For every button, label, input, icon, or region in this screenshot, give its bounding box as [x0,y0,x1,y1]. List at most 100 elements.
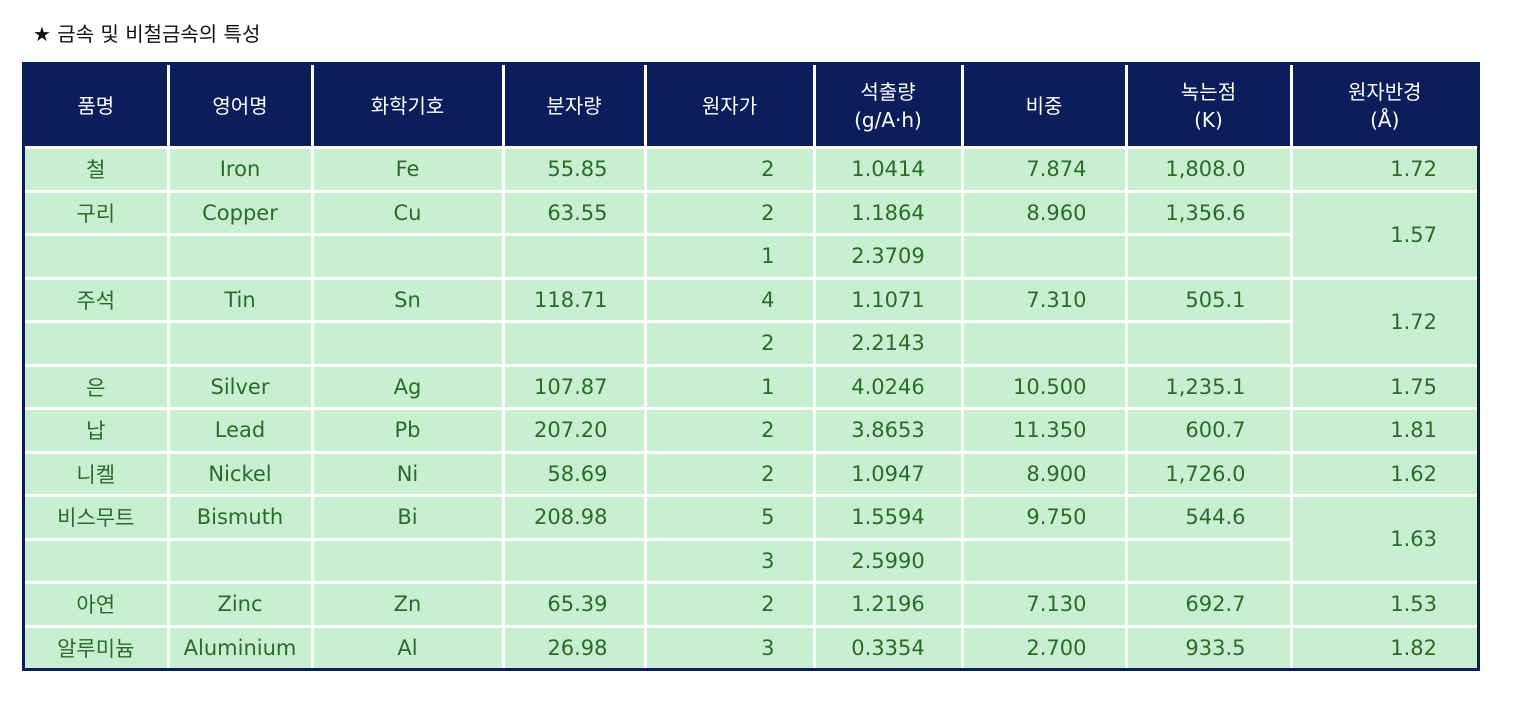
melting-point-cell: 692.7 [1124,581,1293,628]
english-name-cell: Nickel [166,450,314,497]
header-cell: 영어명 [166,65,314,149]
valence-cell: 2 [643,581,816,628]
empty-cell [501,537,647,584]
deposition-cell: 2.3709 [812,233,964,280]
deposition-cell: 2.5990 [812,537,964,584]
melting-point-cell: 544.6 [1124,494,1293,541]
valence-cell: 4 [643,276,816,323]
empty-cell [310,233,505,280]
radius-cell: 1.53 [1289,581,1477,628]
empty-cell [25,233,170,280]
deposition-cell: 1.1071 [812,276,964,323]
molecular-weight-cell: 65.39 [501,581,647,628]
table-row: 비스무트 Bismuth Bi 208.98 5 1.5594 9.750 544.6 1.63 [25,494,1477,584]
symbol-cell: Ag [310,363,505,410]
molecular-weight-cell: 207.20 [501,407,647,454]
deposition-cell: 1.0414 [812,146,964,193]
empty-cell [501,320,647,367]
header-cell: 화학기호 [310,65,505,149]
empty-cell [166,320,314,367]
table-row: 구리 Copper Cu 63.55 2 1.1864 8.960 1,356.6 1.57 [25,189,1477,280]
header-cell: 비중 [960,65,1128,149]
header-row: 품명 영어명 화학기호 분자량 원자가 석출량 (g/A·h) 비중 녹는점 (K) 원자반경 … [25,65,1477,149]
melting-point-cell: 1,356.6 [1124,189,1293,236]
valence-cell: 2 [643,146,816,193]
empty-cell [1124,320,1293,367]
molecular-weight-cell: 107.87 [501,363,647,410]
deposition-cell: 1.0947 [812,450,964,497]
empty-cell [960,320,1128,367]
name-cell: 주석 [25,276,170,323]
english-name-cell: Lead [166,407,314,454]
table-row: 알루미늄 Aluminium Al 26.98 3 0.3354 2.700 933.5 1.8… [25,624,1477,668]
radius-cell: 1.63 [1289,494,1477,584]
radius-cell: 1.81 [1289,407,1477,454]
header-cell: 원자반경 (Å) [1289,65,1477,149]
empty-cell [166,233,314,280]
deposition-cell: 2.2143 [812,320,964,367]
symbol-cell: Zn [310,581,505,628]
valence-cell: 2 [643,407,816,454]
name-cell: 납 [25,407,170,454]
table-row: 주석 Tin Sn 118.71 4 1.1071 7.310 505.1 1.72 [25,276,1477,367]
table-row: 아연 Zinc Zn 65.39 2 1.2196 7.130 692.7 1.53 [25,581,1477,628]
radius-cell: 1.82 [1289,624,1477,668]
molecular-weight-cell: 208.98 [501,494,647,541]
deposition-cell: 1.5594 [812,494,964,541]
english-name-cell: Silver [166,363,314,410]
name-cell: 아연 [25,581,170,628]
symbol-cell: Ni [310,450,505,497]
radius-cell: 1.62 [1289,450,1477,497]
density-cell: 11.350 [960,407,1128,454]
molecular-weight-cell: 26.98 [501,624,647,668]
density-cell: 8.960 [960,189,1128,236]
symbol-cell: Fe [310,146,505,193]
valence-cell: 3 [643,624,816,668]
symbol-cell: Al [310,624,505,668]
header-cell: 분자량 [501,65,647,149]
name-cell: 비스무트 [25,494,170,541]
radius-cell: 1.57 [1289,189,1477,280]
valence-cell: 2 [643,189,816,236]
table-row: 납 Lead Pb 207.20 2 3.8653 11.350 600.7 1.81 [25,407,1477,454]
deposition-cell: 4.0246 [812,363,964,410]
valence-cell: 1 [643,363,816,410]
name-cell: 은 [25,363,170,410]
empty-cell [1124,537,1293,584]
symbol-cell: Pb [310,407,505,454]
density-cell: 2.700 [960,624,1128,668]
density-cell: 7.310 [960,276,1128,323]
table-row: 1 2.3709 [25,233,1477,280]
header-cell: 녹는점 (K) [1124,65,1293,149]
density-cell: 9.750 [960,494,1128,541]
name-cell: 니켈 [25,450,170,497]
molecular-weight-cell: 63.55 [501,189,647,236]
header-cell: 석출량 (g/A·h) [812,65,964,149]
english-name-cell: Copper [166,189,314,236]
empty-cell [310,320,505,367]
radius-cell: 1.75 [1289,363,1477,410]
valence-cell: 2 [643,320,816,367]
symbol-cell: Cu [310,189,505,236]
table-row: 3 2.5990 [25,537,1477,584]
molecular-weight-cell: 55.85 [501,146,647,193]
molecular-weight-cell: 58.69 [501,450,647,497]
valence-cell: 1 [643,233,816,280]
empty-cell [960,537,1128,584]
empty-cell [25,537,170,584]
valence-cell: 5 [643,494,816,541]
name-cell: 철 [25,146,170,193]
header-cell: 원자가 [643,65,816,149]
molecular-weight-cell: 118.71 [501,276,647,323]
empty-cell [25,320,170,367]
table-body: 철 Iron Fe 55.85 2 1.0414 7.874 1,808.0 1.72 구리 Cop… [25,146,1477,668]
density-cell: 10.500 [960,363,1128,410]
english-name-cell: Iron [166,146,314,193]
empty-cell [166,537,314,584]
density-cell: 7.130 [960,581,1128,628]
name-cell: 알루미늄 [25,624,170,668]
valence-cell: 2 [643,450,816,497]
density-cell: 8.900 [960,450,1128,497]
